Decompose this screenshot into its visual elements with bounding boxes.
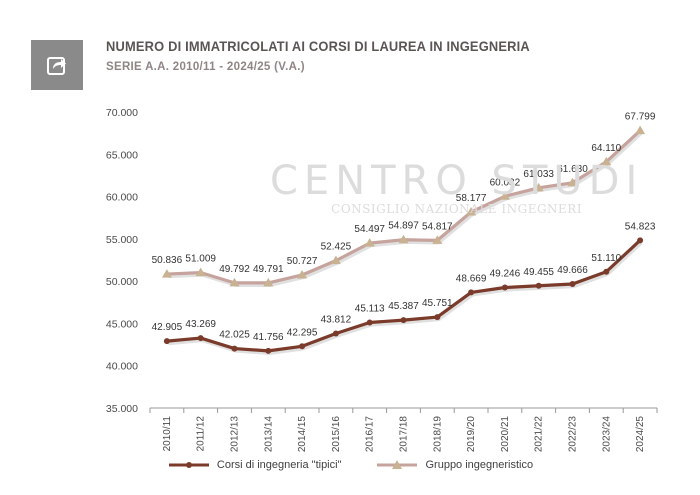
x-tick-label: 2013/14 (263, 416, 274, 453)
series-1-data-label: 54.823 (625, 221, 656, 232)
x-tick-label: 2016/17 (365, 416, 376, 453)
series-2-point (297, 269, 308, 279)
x-tick-label: 2017/18 (399, 416, 410, 453)
chart-header: NUMERO DI IMMATRICOLATI AI CORSI DI LAUR… (106, 38, 567, 73)
series-2-data-label: 51.009 (185, 254, 216, 265)
series-2-point (263, 277, 274, 287)
series-2-point (635, 125, 646, 135)
series-2-data-label: 60.032 (490, 177, 521, 188)
series-1-point (197, 335, 204, 342)
series-2-point (161, 269, 172, 278)
series-2-point (364, 238, 375, 247)
series-1-data-label: 43.269 (185, 319, 216, 330)
series-1-data-label: 45.113 (355, 303, 385, 314)
series-1-point (468, 289, 475, 296)
series-2-data-label: 52.425 (321, 242, 352, 253)
series-2-data-label: 61.630 (557, 164, 588, 175)
x-tick-label: 2015/16 (331, 416, 342, 453)
series-2-data-label: 50.836 (152, 255, 183, 266)
series-1-point (163, 338, 170, 345)
series-2-data-label: 49.791 (253, 264, 284, 275)
x-tick-label: 2011/12 (196, 416, 207, 452)
series-1-data-label: 43.812 (321, 314, 352, 325)
series-2-data-label: 64.110 (591, 143, 621, 154)
legend-swatch-series-1 (168, 462, 209, 468)
series-1-point (535, 282, 542, 289)
x-tick-label: 2024/25 (635, 416, 646, 453)
series-1-point (400, 317, 407, 324)
series-2-data-label: 67.799 (625, 112, 656, 123)
legend-label-series-2: Gruppo ingegneristico (425, 459, 534, 471)
series-1-point (637, 237, 644, 244)
series-2-line (166, 129, 642, 285)
series-2-point (601, 156, 612, 166)
x-tick-label: 2019/20 (466, 416, 477, 453)
series-2-data-label: 50.727 (287, 256, 318, 267)
series-1-data-label: 49.455 (523, 267, 554, 278)
series-2-point (229, 277, 240, 287)
y-tick-label: 55.000 (106, 234, 138, 246)
series-1-point (501, 284, 508, 291)
series-1-data-label: 42.025 (219, 330, 250, 341)
share-button[interactable] (31, 40, 83, 90)
legend-swatch-series-2 (377, 460, 418, 469)
chart-subtitle: SERIE A.A. 2010/11 - 2024/25 (V.A.) (106, 61, 305, 73)
x-tick-label: 2012/13 (230, 416, 241, 453)
series-2-point (499, 191, 510, 200)
series-1-data-label: 45.387 (388, 301, 419, 312)
series-2-shadow (168, 131, 643, 288)
y-tick-label: 45.000 (106, 318, 138, 330)
series-2-point (466, 206, 477, 216)
series-1-point (332, 330, 339, 337)
y-tick-label: 40.000 (106, 361, 138, 373)
share-arrow-icon (47, 57, 66, 75)
x-tick-label: 2020/21 (500, 416, 511, 453)
series-2-data-label: 58.177 (456, 193, 487, 204)
y-tick-label: 60.000 (106, 192, 138, 204)
series-2-point (533, 182, 544, 192)
x-tick-label: 2023/24 (601, 416, 612, 453)
legend-item-series-2: Gruppo ingegneristico (375, 459, 533, 471)
x-tick-label: 2021/22 (534, 416, 545, 453)
series-1-data-label: 42.905 (152, 322, 183, 333)
legend-item-series-1: Corsi di ingegneria "tipici" (167, 459, 342, 471)
series-1-point (434, 314, 441, 321)
series-1-data-label: 48.669 (456, 273, 487, 284)
series-2-data-label: 54.497 (354, 224, 385, 235)
series-2-point (432, 235, 443, 244)
series-1-point (569, 280, 576, 287)
x-tick-label: 2014/15 (297, 416, 308, 453)
series-2-point (330, 255, 341, 265)
series-2-point (398, 234, 409, 244)
series-1-point (603, 268, 610, 275)
chart-legend: Corsi di ingegneria "tipici" Gruppo inge… (0, 459, 700, 471)
y-tick-label: 70.000 (106, 107, 138, 119)
series-2-data-label: 61.033 (523, 169, 554, 180)
y-tick-label: 65.000 (106, 149, 138, 161)
chart-title: NUMERO DI IMMATRICOLATI AI CORSI DI LAUR… (106, 38, 530, 54)
y-tick-label: 35.000 (106, 403, 138, 415)
series-1-point (366, 319, 373, 326)
series-1-data-label: 49.246 (490, 269, 521, 280)
series-1-point (231, 345, 238, 352)
series-1-data-label: 45.751 (422, 298, 453, 309)
series-1-data-label: 42.295 (287, 327, 318, 338)
x-tick-label: 2022/23 (568, 416, 579, 453)
y-tick-label: 50.000 (106, 276, 138, 288)
legend-label-series-1: Corsi di ingegneria "tipici" (216, 459, 342, 471)
series-2-point (567, 177, 578, 187)
series-2-data-label: 49.792 (219, 264, 250, 275)
series-1-point (265, 347, 272, 354)
series-1-point (299, 343, 306, 350)
series-1-data-label: 41.756 (253, 332, 284, 343)
series-2-point (195, 267, 206, 277)
series-2-data-label: 54.817 (422, 221, 453, 232)
x-tick-label: 2010/11 (162, 416, 173, 452)
series-1-data-label: 51.110 (591, 253, 621, 264)
series-2-data-label: 54.897 (388, 221, 419, 232)
series-1-data-label: 49.666 (557, 265, 588, 276)
x-tick-label: 2018/19 (432, 416, 443, 453)
